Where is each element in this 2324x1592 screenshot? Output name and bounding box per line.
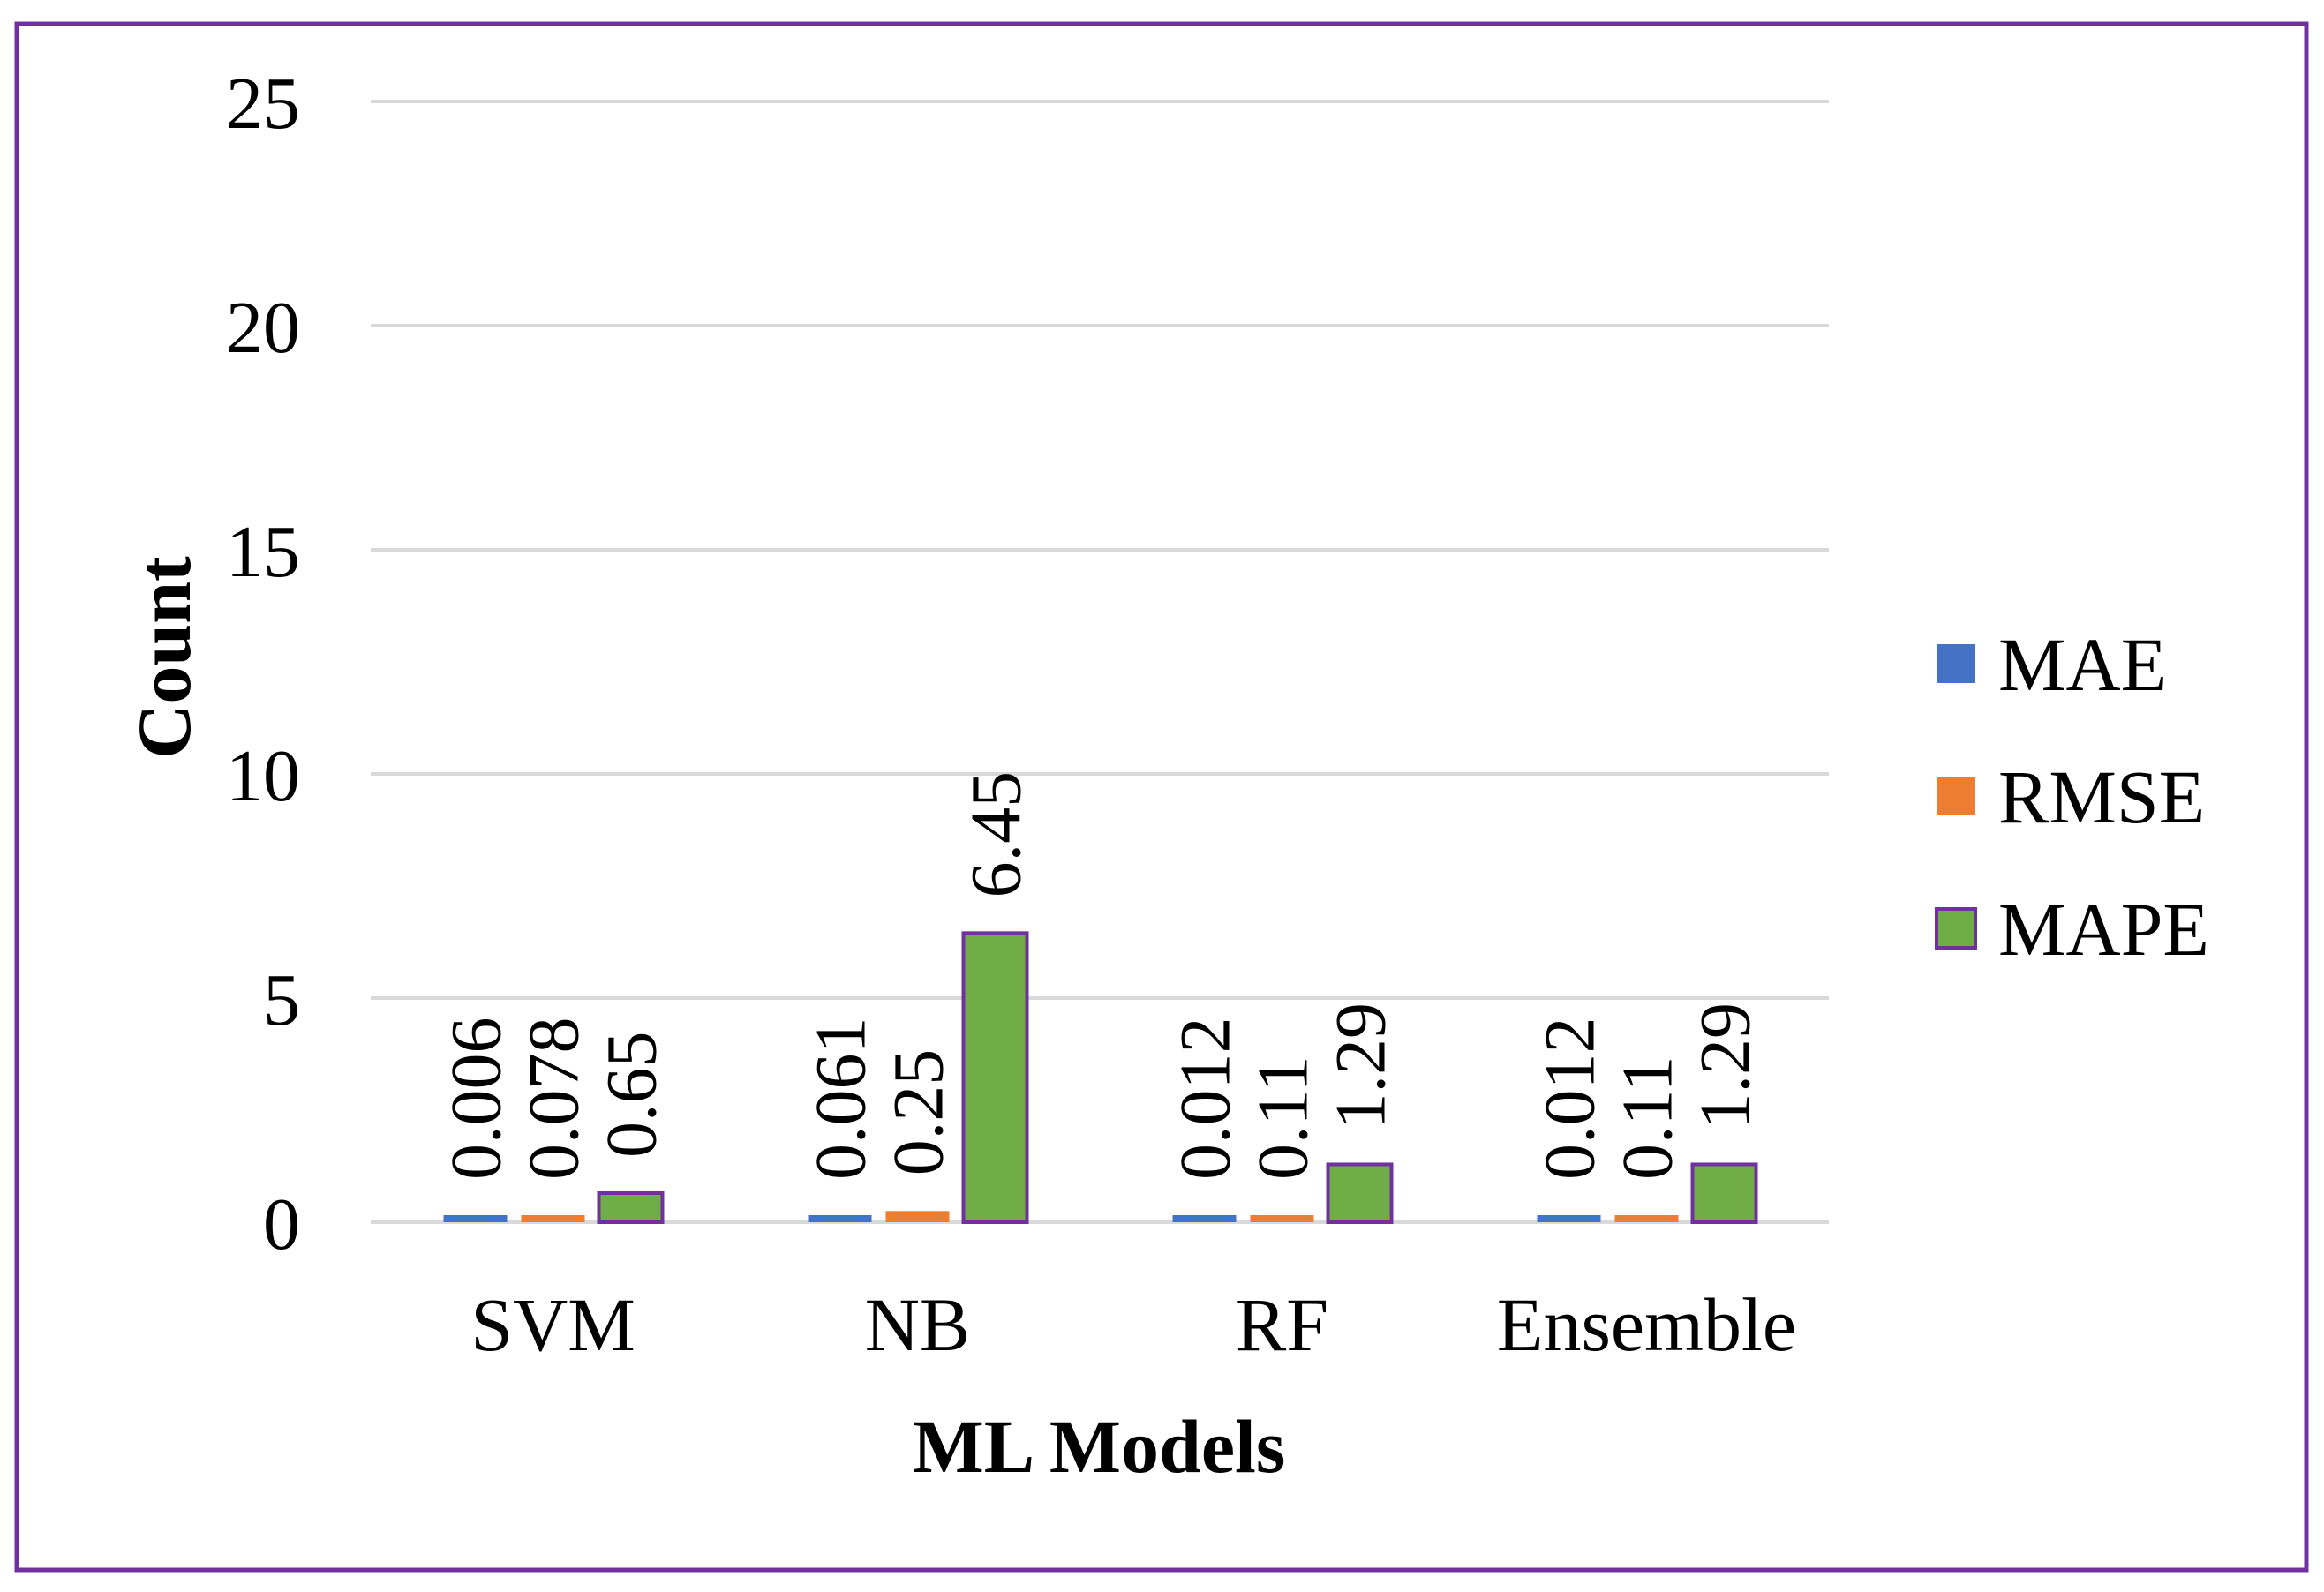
bar-mae-nb (808, 1215, 872, 1222)
y-tick-label: 5 (263, 959, 300, 1041)
y-tick-label: 25 (226, 63, 300, 145)
y-tick-label: 0 (263, 1183, 300, 1265)
data-label-mae-ensemble: 0.012 (1530, 1018, 1610, 1181)
data-label-rmse-rf: 0.11 (1243, 1056, 1323, 1180)
data-label-mape-rf: 1.29 (1320, 1003, 1401, 1130)
data-label-mae-nb: 0.061 (801, 1018, 881, 1181)
bar-mae-svm (443, 1215, 508, 1222)
y-tick-label: 20 (226, 287, 300, 369)
legend: MAE RMSE MAPE (1935, 622, 2209, 972)
bar-mape-nb (961, 931, 1029, 1224)
legend-swatch-mae (1937, 644, 1975, 683)
legend-swatch-rmse (1937, 777, 1975, 815)
chart-frame-border (14, 21, 2309, 1573)
bar-mae-rf (1172, 1215, 1237, 1222)
bar-rmse-svm (521, 1215, 585, 1222)
data-label-rmse-ensemble: 0.11 (1607, 1056, 1688, 1180)
x-category-label: RF (1236, 1282, 1328, 1367)
y-tick-label: 10 (226, 735, 300, 817)
bars (443, 931, 1758, 1225)
data-label-rmse-nb: 0.25 (878, 1049, 959, 1176)
bar-rmse-ensemble (1614, 1215, 1679, 1222)
data-label-rmse-svm: 0.078 (514, 1018, 594, 1181)
y-tick-label: 15 (226, 511, 300, 593)
legend-label-rmse: RMSE (1998, 755, 2205, 839)
bar-mape-ensemble (1690, 1162, 1758, 1225)
x-category-label: SVM (470, 1282, 635, 1367)
legend-label-mae: MAE (1998, 622, 2167, 707)
x-category-label: Ensemble (1497, 1282, 1796, 1367)
data-label-mae-rf: 0.012 (1165, 1018, 1245, 1181)
bar-mape-svm (597, 1190, 665, 1224)
data-label-mae-svm: 0.006 (436, 1018, 516, 1181)
legend-label-mape: MAPE (1998, 887, 2209, 972)
x-axis-title: ML Models (913, 1404, 1286, 1489)
data-label-mape-nb: 6.45 (956, 771, 1036, 898)
bar-mape-rf (1326, 1162, 1394, 1225)
data-label-mape-svm: 0.65 (591, 1031, 672, 1158)
x-category-label: NB (865, 1282, 970, 1367)
y-axis-title: Count (122, 556, 207, 759)
data-label-mape-ensemble: 1.29 (1685, 1003, 1765, 1130)
bar-rmse-nb (885, 1211, 950, 1222)
bar-rmse-rf (1250, 1215, 1314, 1222)
legend-swatch-mape (1935, 907, 1977, 950)
y-axis-ticks: 0 5 10 15 20 25 (226, 63, 300, 1265)
x-axis-categories: SVM NB RF Ensemble (470, 1282, 1796, 1367)
bar-mae-ensemble (1537, 1215, 1601, 1222)
